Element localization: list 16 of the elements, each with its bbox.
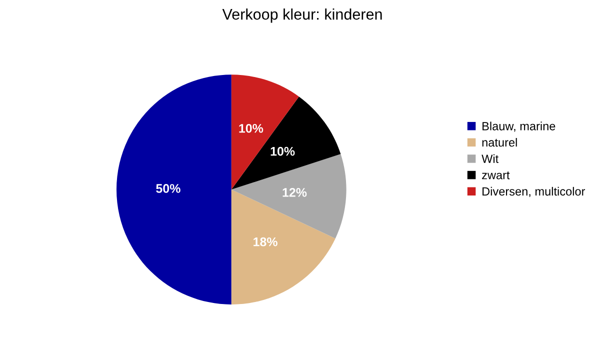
pie-slice	[231, 96, 341, 190]
legend-label: Blauw, marine	[482, 122, 556, 132]
pie-slice	[231, 190, 336, 304]
legend-label: zwart	[482, 172, 510, 180]
legend-label: Diversen, multicolor	[482, 186, 586, 197]
data-label: 10%	[270, 146, 295, 156]
data-label: 50%	[156, 184, 180, 193]
pie-slice	[231, 74, 299, 190]
legend-label: naturel	[482, 138, 517, 147]
pie-slice	[231, 154, 346, 238]
data-label: 12%	[282, 188, 307, 197]
chart-title: Verkoop kleur: kinderen	[222, 8, 382, 23]
pie-slice	[116, 74, 232, 304]
data-label: 10%	[239, 124, 264, 133]
data-label: 18%	[254, 237, 278, 246]
legend-label: Wit	[482, 154, 499, 163]
